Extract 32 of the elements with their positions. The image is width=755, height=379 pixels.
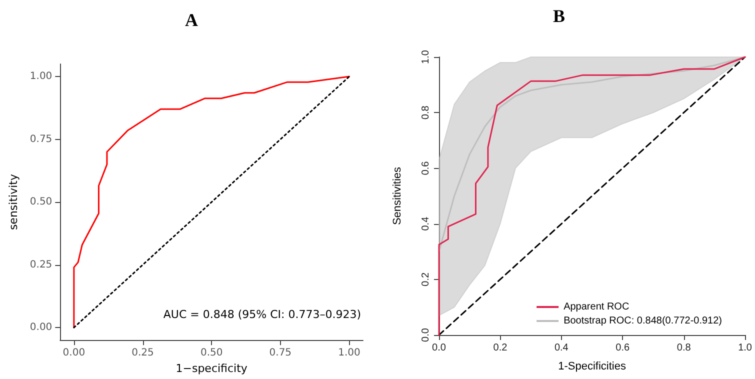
x-tick-label: 1.00 [338,348,360,359]
x-tick-label: 0.0 [432,342,446,354]
x-tick-label: 0.6 [616,342,630,354]
x-tick-label: 0.00 [62,348,86,359]
annotation: AUC = 0.848 (95% CI: 0.773–0.923) [163,308,361,321]
x-tick-label: 0.25 [132,348,154,359]
x-tick-label: 0.8 [676,342,692,354]
x-tick-label: 0.50 [200,348,223,359]
y-axis-title: sensitivity [7,174,20,230]
legend-label: Bootstrap ROC: 0.848(0.772-0.912) [564,316,722,326]
y-tick-label: 0.25 [30,259,52,270]
y-axis-title: Sensitivities [392,166,404,226]
y-tick-label: 1.00 [30,71,52,82]
y-tick-label: 0.75 [30,134,52,145]
y-tick-label: 0.6 [420,160,432,176]
x-tick-label: 0.4 [554,342,569,354]
chart-title: B [553,6,566,26]
y-tick-label: 0.0 [420,328,432,342]
x-axis-title: 1−specificity [176,362,248,375]
line-series [438,56,746,252]
y-tick-label: 0.2 [420,272,432,286]
y-tick-label: 0.4 [420,216,432,231]
legend-label: Apparent ROC [564,302,630,312]
x-axis-title: 1-Specificities [558,360,626,372]
chart-title: A [185,10,198,30]
x-tick-label: 0.2 [493,342,508,354]
y-tick-label: 1.0 [420,50,432,64]
x-tick-label: 0.75 [269,348,292,359]
x-tick-label: 1.0 [738,342,752,354]
y-tick-label: 0.00 [30,322,52,334]
y-tick-label: 0.50 [30,196,52,208]
y-tick-label: 0.8 [420,105,432,120]
